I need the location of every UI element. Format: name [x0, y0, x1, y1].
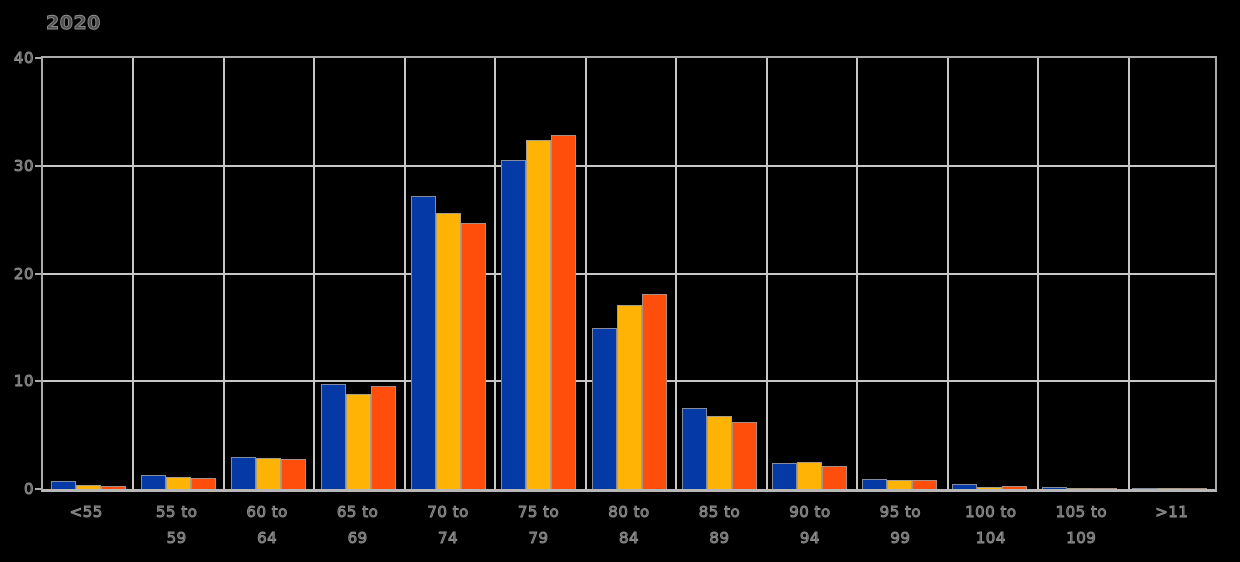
bar-series-1-blue — [952, 483, 978, 489]
bar-series-3-orange — [731, 422, 757, 489]
x-axis-tick-label: 90 to 94 — [789, 503, 831, 548]
bar-series-1-blue — [230, 456, 256, 489]
bar-series-3-orange — [371, 385, 397, 489]
bar-series-2-amber — [1067, 487, 1093, 489]
x-axis-tick-label: <55 — [69, 503, 103, 522]
bar-groups-row — [43, 58, 1215, 489]
bar-group — [223, 58, 313, 489]
y-axis-tick-mark — [35, 272, 41, 275]
x-axis-tick-label: 70 to 74 — [427, 503, 469, 548]
bar-series-3-orange — [641, 293, 667, 489]
bar-series-3-orange — [1092, 487, 1118, 489]
bar-group — [854, 58, 944, 489]
y-axis-tick-label: 10 — [13, 372, 34, 391]
y-axis-tick-label: 30 — [13, 156, 34, 175]
bar-group — [494, 58, 584, 489]
chart-title: 2020 — [46, 12, 101, 35]
x-axis-tick-label: 105 to 109 — [1055, 503, 1108, 548]
bar-group — [1125, 58, 1215, 489]
bar-series-2-amber — [1157, 487, 1183, 489]
bar-series-1-blue — [140, 475, 166, 489]
y-axis-tick-mark — [35, 380, 41, 383]
bar-series-2-amber — [886, 480, 912, 489]
bar-series-3-orange — [100, 485, 126, 489]
y-axis-tick-label: 0 — [23, 480, 34, 499]
v-gridline — [946, 58, 949, 489]
bar-group — [764, 58, 854, 489]
bar-series-2-amber — [706, 415, 732, 489]
bar-series-1-blue — [50, 481, 76, 489]
y-axis-tick-label: 20 — [13, 264, 34, 283]
bar-series-3-orange — [821, 466, 847, 489]
v-gridline — [494, 58, 497, 489]
v-gridline — [403, 58, 406, 489]
bar-series-1-blue — [321, 384, 347, 489]
bar-series-2-amber — [796, 462, 822, 489]
bar-series-2-amber — [165, 477, 191, 489]
bar-series-3-orange — [551, 134, 577, 489]
bar-series-3-orange — [280, 458, 306, 489]
bar-group — [313, 58, 403, 489]
bar-series-1-blue — [861, 479, 887, 489]
x-axis-tick-label: 60 to 64 — [246, 503, 288, 548]
bar-group — [404, 58, 494, 489]
bar-group — [133, 58, 223, 489]
bar-series-2-amber — [255, 457, 281, 489]
y-axis-tick-mark — [35, 57, 41, 59]
bar-series-2-amber — [346, 394, 372, 489]
bar-series-2-amber — [436, 213, 462, 489]
bar-series-3-orange — [190, 478, 216, 489]
bar-series-1-blue — [591, 328, 617, 489]
y-axis-tick-mark — [35, 164, 41, 167]
h-gridline — [43, 164, 1215, 167]
bar-series-1-blue — [771, 463, 797, 489]
bar-series-1-blue — [681, 408, 707, 489]
bar-series-3-orange — [461, 222, 487, 489]
v-gridline — [675, 58, 678, 489]
x-axis-tick-label: 80 to 84 — [608, 503, 650, 548]
y-axis-tick-label: 40 — [13, 49, 34, 68]
v-gridline — [313, 58, 316, 489]
x-axis-tick-label: 65 to 69 — [336, 503, 379, 548]
v-gridline — [856, 58, 859, 489]
x-axis-tick-label: 95 to 99 — [879, 503, 922, 548]
bar-series-3-orange — [1182, 487, 1208, 489]
bar-series-1-blue — [501, 160, 527, 489]
bar-series-2-amber — [977, 486, 1003, 489]
bar-series-1-blue — [1132, 487, 1158, 489]
bar-series-3-orange — [911, 480, 937, 489]
v-gridline — [222, 58, 225, 489]
bar-group — [945, 58, 1035, 489]
bar-series-2-amber — [75, 484, 101, 489]
v-gridline — [1037, 58, 1040, 489]
x-axis-tick-label: 85 to 89 — [698, 503, 741, 548]
x-axis-tick-label: 55 to 59 — [155, 503, 198, 548]
plot-area — [41, 56, 1217, 492]
h-gridline — [43, 272, 1215, 275]
bar-series-2-amber — [526, 139, 552, 489]
v-gridline — [132, 58, 135, 489]
bar-series-1-blue — [1042, 486, 1068, 489]
bar-series-2-amber — [616, 304, 642, 489]
x-axis-tick-label: >11 — [1155, 503, 1189, 522]
v-gridline — [765, 58, 768, 489]
bar-group — [674, 58, 764, 489]
bar-group — [584, 58, 674, 489]
x-axis-tick-label: 75 to 79 — [517, 503, 560, 548]
bar-series-3-orange — [1002, 485, 1028, 489]
bar-group — [1035, 58, 1125, 489]
bar-group — [43, 58, 133, 489]
v-gridline — [584, 58, 587, 489]
bar-series-1-blue — [411, 195, 437, 489]
v-gridline — [1127, 58, 1130, 489]
x-axis-tick-label: 100 to 104 — [965, 503, 1017, 548]
y-axis-tick-mark — [35, 488, 41, 490]
